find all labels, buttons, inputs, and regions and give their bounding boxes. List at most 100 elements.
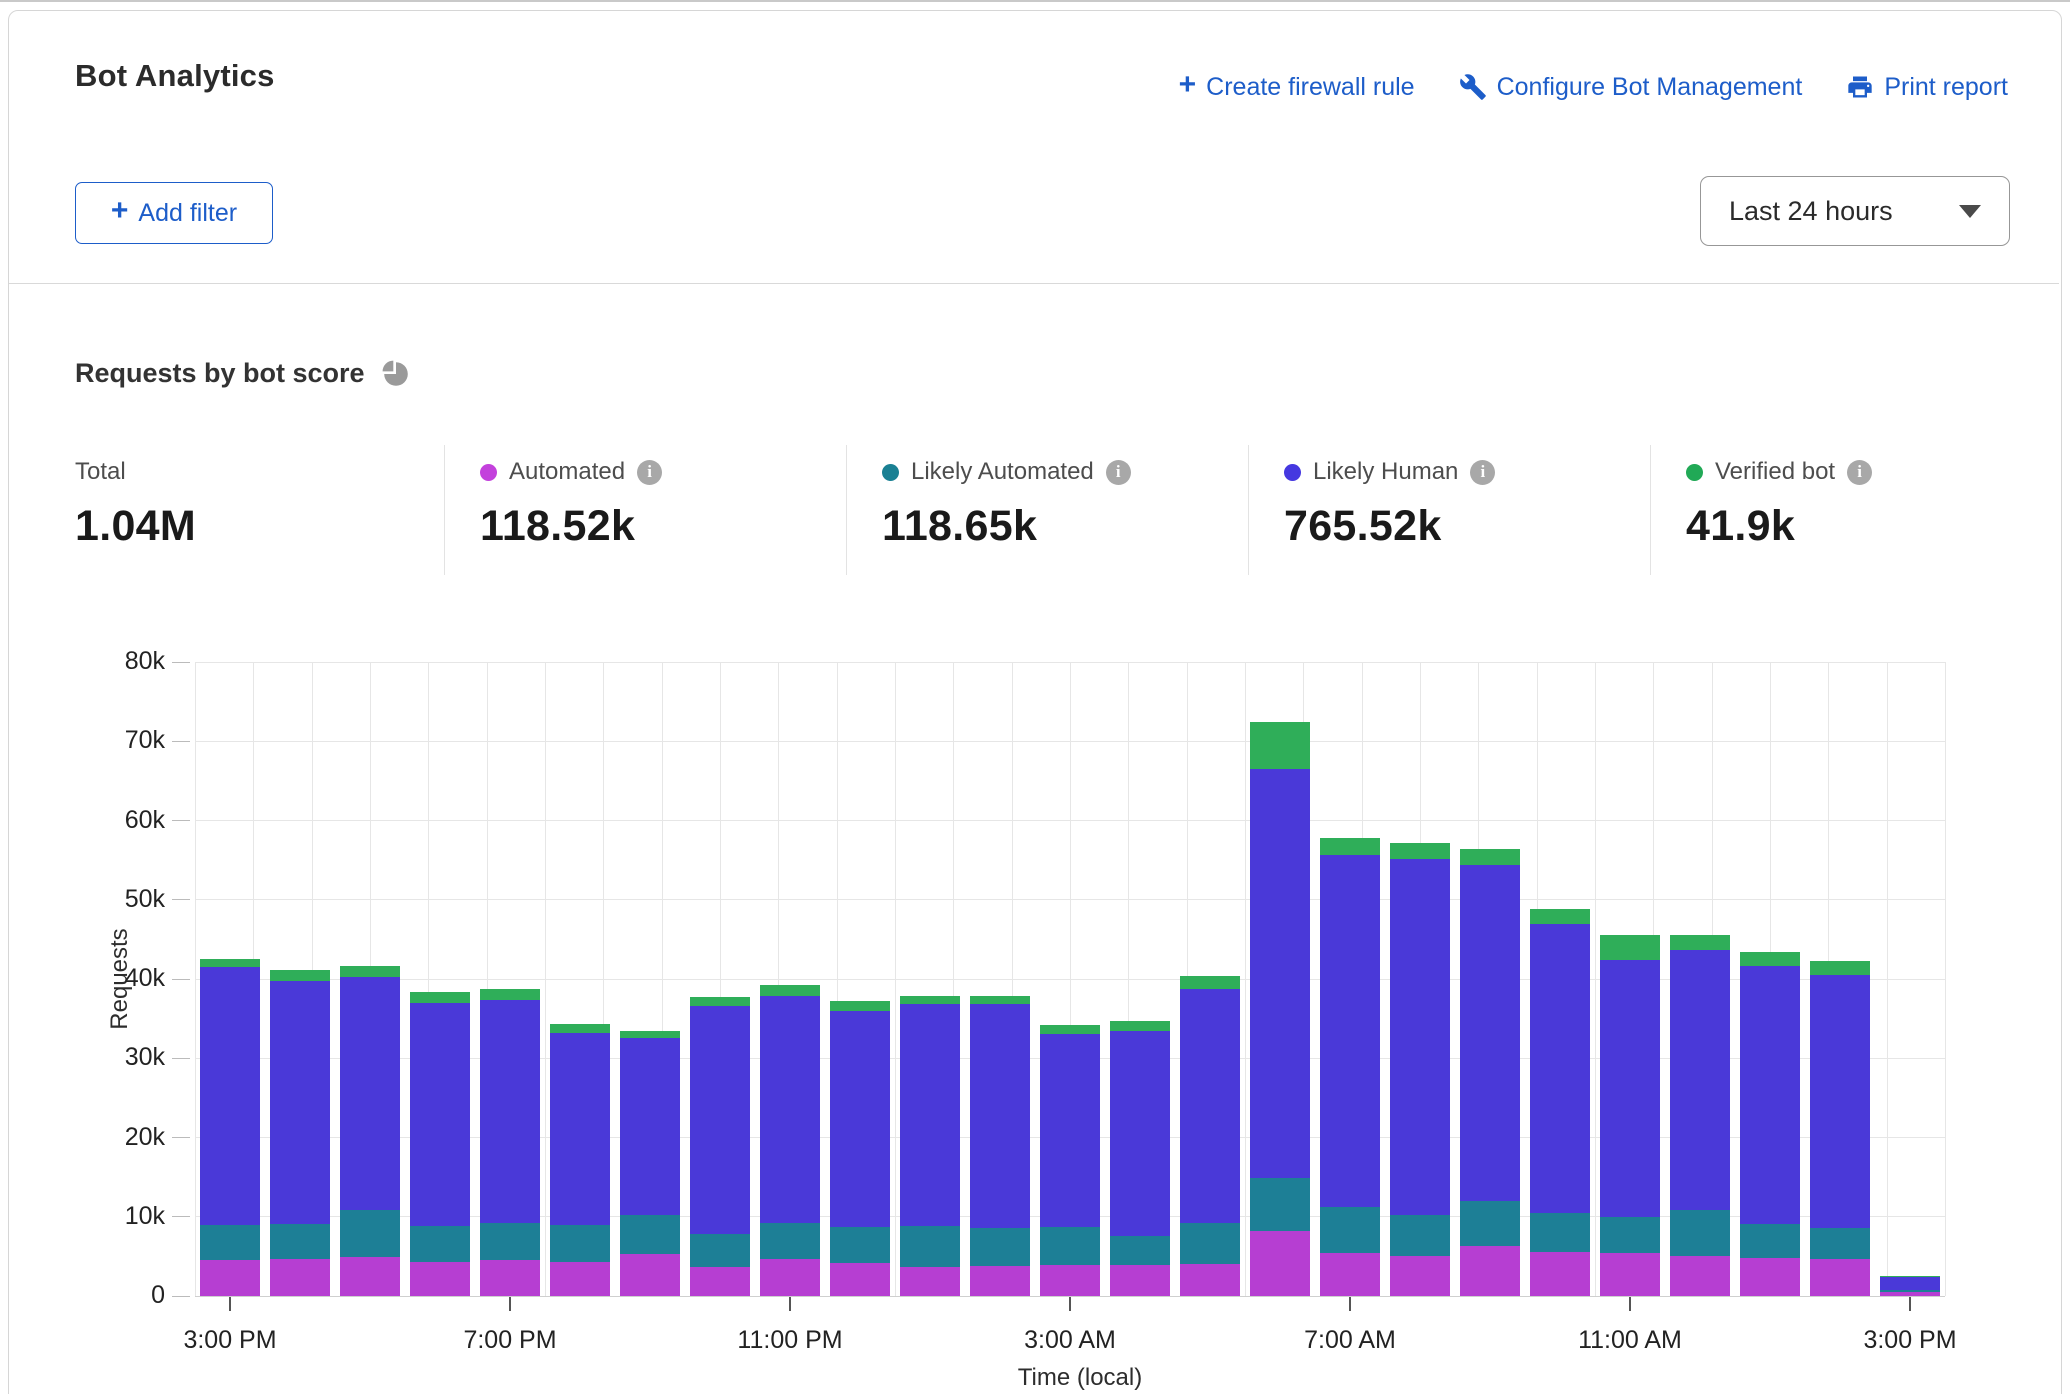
info-icon[interactable]: i <box>1470 460 1495 485</box>
bar-segment-likely-automated[interactable] <box>200 1225 260 1260</box>
bar-segment-likely-human[interactable] <box>550 1033 610 1226</box>
bar-segment-likely-automated[interactable] <box>550 1225 610 1261</box>
bar-segment-automated[interactable] <box>550 1262 610 1296</box>
bar-segment-likely-automated[interactable] <box>1250 1178 1310 1231</box>
info-icon[interactable]: i <box>637 460 662 485</box>
bar-segment-likely-automated[interactable] <box>1040 1227 1100 1265</box>
bar-segment-automated[interactable] <box>1110 1265 1170 1296</box>
info-icon[interactable]: i <box>1847 460 1872 485</box>
bar-segment-likely-human[interactable] <box>1460 865 1520 1201</box>
bar-segment-likely-automated[interactable] <box>480 1223 540 1259</box>
bar-segment-likely-automated[interactable] <box>1740 1224 1800 1258</box>
bar-segment-likely-human[interactable] <box>690 1006 750 1234</box>
bar-segment-likely-human[interactable] <box>1250 769 1310 1178</box>
bar-segment-automated[interactable] <box>1040 1265 1100 1296</box>
bar-segment-likely-automated[interactable] <box>340 1210 400 1257</box>
bar-segment-likely-human[interactable] <box>1110 1031 1170 1236</box>
bar-segment-likely-human[interactable] <box>1740 966 1800 1224</box>
bar-segment-verified-bot[interactable] <box>1670 935 1730 950</box>
bar-segment-likely-human[interactable] <box>900 1004 960 1226</box>
bar-segment-verified-bot[interactable] <box>1600 935 1660 960</box>
bar-segment-automated[interactable] <box>620 1254 680 1296</box>
bar-segment-verified-bot[interactable] <box>1110 1021 1170 1031</box>
bar-segment-verified-bot[interactable] <box>620 1031 680 1039</box>
add-filter-button[interactable]: + Add filter <box>75 182 273 244</box>
bar-segment-likely-automated[interactable] <box>410 1226 470 1262</box>
bar-segment-verified-bot[interactable] <box>690 997 750 1006</box>
bar-segment-likely-automated[interactable] <box>1180 1223 1240 1264</box>
bar-segment-automated[interactable] <box>690 1267 750 1296</box>
bar-segment-likely-human[interactable] <box>1180 989 1240 1223</box>
bar-segment-likely-automated[interactable] <box>690 1234 750 1267</box>
print-report-link[interactable]: Print report <box>1846 73 2008 102</box>
bar-segment-verified-bot[interactable] <box>480 989 540 1000</box>
bar-segment-automated[interactable] <box>1320 1253 1380 1296</box>
bar-segment-likely-automated[interactable] <box>1110 1236 1170 1265</box>
bar-segment-verified-bot[interactable] <box>900 996 960 1005</box>
bar-segment-likely-automated[interactable] <box>970 1228 1030 1266</box>
bar-segment-automated[interactable] <box>900 1267 960 1296</box>
bar-segment-verified-bot[interactable] <box>410 992 470 1003</box>
bar-segment-automated[interactable] <box>270 1259 330 1296</box>
bar-segment-automated[interactable] <box>410 1262 470 1296</box>
bar-segment-automated[interactable] <box>340 1257 400 1296</box>
bar-segment-likely-automated[interactable] <box>760 1223 820 1259</box>
time-range-dropdown[interactable]: Last 24 hours <box>1700 176 2010 246</box>
bar-segment-likely-automated[interactable] <box>620 1215 680 1254</box>
bar-segment-likely-human[interactable] <box>1810 975 1870 1228</box>
bar-segment-likely-automated[interactable] <box>1880 1290 1940 1292</box>
bar-segment-automated[interactable] <box>830 1263 890 1296</box>
configure-bot-management-link[interactable]: Configure Bot Management <box>1459 73 1803 102</box>
bar-segment-automated[interactable] <box>1180 1264 1240 1296</box>
bar-segment-verified-bot[interactable] <box>970 996 1030 1005</box>
bar-segment-verified-bot[interactable] <box>1810 961 1870 975</box>
bar-segment-automated[interactable] <box>760 1259 820 1296</box>
bar-segment-likely-human[interactable] <box>620 1038 680 1215</box>
bar-segment-verified-bot[interactable] <box>270 970 330 981</box>
bar-segment-likely-human[interactable] <box>1390 859 1450 1215</box>
bar-segment-verified-bot[interactable] <box>1530 909 1590 924</box>
bar-segment-likely-automated[interactable] <box>1460 1201 1520 1246</box>
bar-segment-automated[interactable] <box>1670 1256 1730 1296</box>
bar-segment-likely-automated[interactable] <box>1320 1207 1380 1253</box>
bar-segment-verified-bot[interactable] <box>1040 1025 1100 1034</box>
bar-segment-automated[interactable] <box>1530 1252 1590 1296</box>
bar-segment-likely-automated[interactable] <box>900 1226 960 1266</box>
bar-segment-likely-automated[interactable] <box>1670 1210 1730 1256</box>
info-icon[interactable]: i <box>1106 460 1131 485</box>
bar-segment-likely-automated[interactable] <box>1530 1213 1590 1252</box>
bar-segment-verified-bot[interactable] <box>340 966 400 978</box>
bar-segment-verified-bot[interactable] <box>550 1024 610 1033</box>
bar-segment-likely-automated[interactable] <box>830 1227 890 1263</box>
bar-segment-automated[interactable] <box>200 1260 260 1296</box>
bar-segment-likely-human[interactable] <box>1530 924 1590 1212</box>
bar-segment-verified-bot[interactable] <box>1460 849 1520 865</box>
bar-segment-verified-bot[interactable] <box>200 959 260 967</box>
bar-segment-likely-human[interactable] <box>480 1000 540 1223</box>
bar-segment-verified-bot[interactable] <box>830 1001 890 1011</box>
bar-segment-automated[interactable] <box>1740 1258 1800 1296</box>
bar-segment-automated[interactable] <box>1600 1253 1660 1296</box>
bar-segment-verified-bot[interactable] <box>1320 838 1380 855</box>
bar-segment-likely-human[interactable] <box>410 1003 470 1226</box>
bar-segment-likely-human[interactable] <box>1040 1034 1100 1227</box>
bar-segment-likely-human[interactable] <box>760 996 820 1223</box>
bar-segment-likely-automated[interactable] <box>1390 1215 1450 1255</box>
bar-segment-likely-human[interactable] <box>340 977 400 1210</box>
bar-segment-automated[interactable] <box>1810 1259 1870 1296</box>
bar-segment-verified-bot[interactable] <box>760 985 820 995</box>
bar-segment-verified-bot[interactable] <box>1390 843 1450 860</box>
bar-segment-automated[interactable] <box>1250 1231 1310 1296</box>
bar-segment-likely-automated[interactable] <box>1600 1217 1660 1253</box>
bar-segment-likely-human[interactable] <box>1670 950 1730 1210</box>
bar-segment-likely-human[interactable] <box>1880 1277 1940 1290</box>
bar-segment-likely-human[interactable] <box>830 1011 890 1227</box>
bar-segment-likely-automated[interactable] <box>1810 1228 1870 1259</box>
bar-segment-automated[interactable] <box>1390 1256 1450 1296</box>
bar-segment-likely-human[interactable] <box>270 981 330 1224</box>
bar-segment-likely-human[interactable] <box>200 967 260 1225</box>
bar-segment-likely-human[interactable] <box>1600 960 1660 1217</box>
bar-segment-verified-bot[interactable] <box>1180 976 1240 989</box>
bar-segment-automated[interactable] <box>970 1266 1030 1296</box>
create-firewall-rule-link[interactable]: + Create firewall rule <box>1179 72 1415 102</box>
